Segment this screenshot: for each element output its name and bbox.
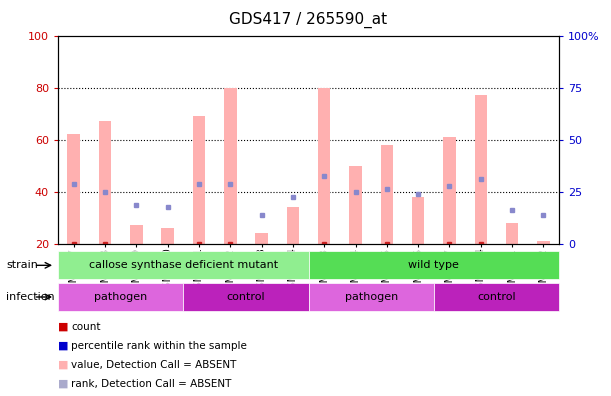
Text: ■: ■ xyxy=(58,379,68,389)
Bar xyxy=(67,134,80,244)
Bar xyxy=(349,166,362,244)
Bar xyxy=(183,283,309,311)
Bar xyxy=(192,116,205,244)
Text: count: count xyxy=(71,322,101,332)
Text: ■: ■ xyxy=(58,360,68,370)
Bar xyxy=(412,197,425,244)
Bar xyxy=(506,223,518,244)
Bar xyxy=(475,95,487,244)
Text: callose synthase deficient mutant: callose synthase deficient mutant xyxy=(89,260,278,270)
Text: control: control xyxy=(477,292,516,302)
Text: pathogen: pathogen xyxy=(94,292,147,302)
Bar xyxy=(443,137,456,244)
Text: GDS417 / 265590_at: GDS417 / 265590_at xyxy=(230,12,387,28)
Text: infection: infection xyxy=(6,292,55,302)
Bar xyxy=(224,88,236,244)
Bar xyxy=(130,225,142,244)
Bar xyxy=(434,283,559,311)
Text: rank, Detection Call = ABSENT: rank, Detection Call = ABSENT xyxy=(71,379,232,389)
Bar xyxy=(309,251,559,279)
Bar xyxy=(58,251,309,279)
Text: pathogen: pathogen xyxy=(345,292,398,302)
Text: strain: strain xyxy=(6,260,38,270)
Text: percentile rank within the sample: percentile rank within the sample xyxy=(71,341,247,351)
Bar xyxy=(287,207,299,244)
Bar xyxy=(537,241,550,244)
Bar xyxy=(58,283,183,311)
Bar xyxy=(99,122,111,244)
Text: value, Detection Call = ABSENT: value, Detection Call = ABSENT xyxy=(71,360,237,370)
Bar xyxy=(309,283,434,311)
Bar xyxy=(255,233,268,244)
Bar xyxy=(161,228,174,244)
Text: control: control xyxy=(227,292,265,302)
Text: ■: ■ xyxy=(58,341,68,351)
Text: wild type: wild type xyxy=(408,260,459,270)
Text: ■: ■ xyxy=(58,322,68,332)
Bar xyxy=(381,145,393,244)
Bar xyxy=(318,88,331,244)
